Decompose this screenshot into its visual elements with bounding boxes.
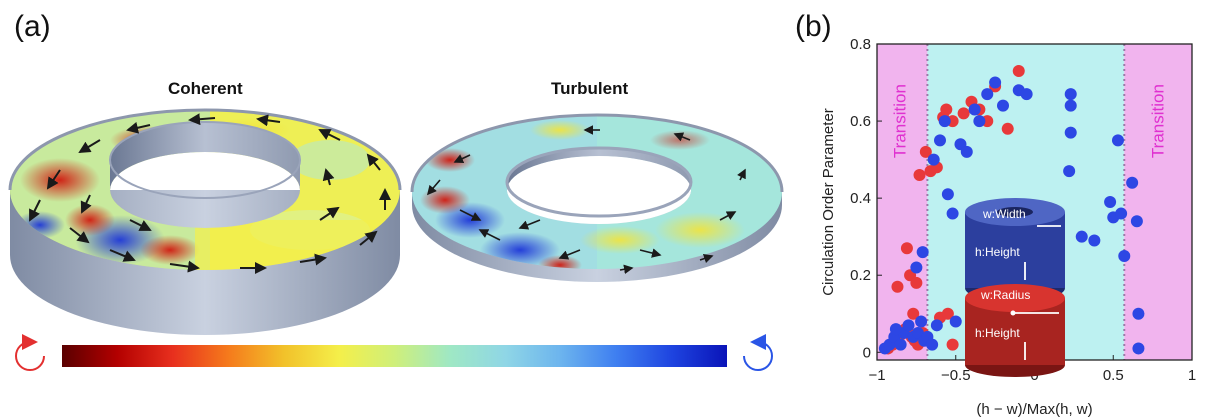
disk-h-label: h:Height bbox=[975, 245, 1020, 259]
data-point-series-1 bbox=[1130, 215, 1143, 228]
cw-rotation-icon bbox=[743, 334, 773, 371]
data-point-series-0 bbox=[1001, 122, 1014, 135]
data-point-series-1 bbox=[949, 315, 962, 328]
data-point-series-1 bbox=[1104, 196, 1117, 208]
panel-a-figure bbox=[8, 108, 784, 371]
data-point-series-1 bbox=[1063, 165, 1076, 178]
ccw-rotation-icon bbox=[15, 334, 45, 371]
data-point-series-0 bbox=[913, 169, 926, 182]
data-point-series-1 bbox=[927, 153, 940, 166]
data-point-series-1 bbox=[941, 188, 954, 201]
data-point-series-0 bbox=[900, 242, 913, 255]
transition-annotation: Transition bbox=[1149, 84, 1168, 158]
data-point-series-1 bbox=[981, 88, 994, 101]
y-tick-label: 0.8 bbox=[850, 36, 871, 53]
data-point-series-1 bbox=[1088, 234, 1101, 247]
data-point-series-1 bbox=[1111, 134, 1124, 147]
panel-b-label: (b) bbox=[795, 10, 832, 43]
data-point-series-1 bbox=[915, 315, 928, 328]
data-point-series-0 bbox=[957, 107, 970, 120]
disk-w-label: w:Width bbox=[982, 207, 1026, 221]
data-point-series-1 bbox=[926, 338, 939, 351]
panel-a-label: (a) bbox=[14, 10, 51, 43]
data-point-series-1 bbox=[1126, 176, 1139, 189]
data-point-series-0 bbox=[891, 280, 904, 293]
cyl-w-label: w:Radius bbox=[980, 288, 1030, 302]
data-point-series-0 bbox=[941, 307, 954, 320]
data-point-series-1 bbox=[910, 261, 923, 274]
data-point-series-1 bbox=[1132, 342, 1145, 355]
data-point-series-1 bbox=[1064, 99, 1077, 112]
data-point-series-1 bbox=[989, 76, 1002, 89]
turbulent-ring bbox=[410, 113, 784, 282]
data-point-series-1 bbox=[1115, 207, 1128, 220]
y-tick-label: 0.6 bbox=[850, 113, 871, 130]
transition-annotation: Transition bbox=[890, 84, 909, 158]
data-point-series-0 bbox=[907, 307, 920, 320]
data-point-series-1 bbox=[889, 323, 902, 336]
data-point-series-1 bbox=[934, 134, 946, 147]
y-tick-label: 0.2 bbox=[850, 267, 871, 284]
coherent-title: Coherent bbox=[168, 79, 243, 98]
x-tick-label: 0.5 bbox=[1103, 367, 1124, 384]
y-axis-label: Circulation Order Parameter bbox=[820, 108, 837, 296]
data-point-series-0 bbox=[1012, 64, 1025, 77]
data-point-series-1 bbox=[930, 319, 943, 332]
data-point-series-1 bbox=[1132, 307, 1145, 320]
inset-cylinder: w:Radius h:Height bbox=[965, 284, 1065, 377]
data-point-series-1 bbox=[1118, 249, 1131, 262]
y-tick-label: 0 bbox=[863, 344, 871, 361]
data-point-series-1 bbox=[946, 207, 959, 220]
cyl-h-label: h:Height bbox=[975, 326, 1020, 340]
data-point-series-0 bbox=[910, 276, 923, 289]
data-point-series-1 bbox=[997, 99, 1009, 112]
region-0 bbox=[877, 44, 928, 360]
scatter-chart: −1−0.500.51 00.20.40.60.8 TransitionTran… bbox=[820, 36, 1196, 418]
region-2 bbox=[1124, 44, 1192, 360]
turbulent-title: Turbulent bbox=[551, 79, 629, 98]
data-point-series-1 bbox=[973, 115, 986, 128]
data-point-series-1 bbox=[894, 338, 907, 351]
data-point-series-1 bbox=[938, 115, 951, 128]
x-tick-label: −1 bbox=[868, 367, 885, 384]
x-tick-label: −0.5 bbox=[941, 367, 971, 384]
x-tick-label: 1 bbox=[1188, 367, 1196, 384]
data-point-series-1 bbox=[1064, 126, 1077, 139]
data-point-series-1 bbox=[1064, 88, 1077, 101]
data-point-series-1 bbox=[902, 319, 915, 332]
data-point-series-1 bbox=[916, 246, 929, 259]
data-point-series-1 bbox=[960, 145, 973, 158]
coherent-ring bbox=[8, 108, 402, 335]
data-point-series-1 bbox=[968, 103, 981, 116]
data-point-series-0 bbox=[919, 145, 932, 158]
data-point-series-0 bbox=[940, 103, 953, 116]
data-point-series-1 bbox=[1075, 230, 1088, 243]
data-point-series-1 bbox=[1020, 88, 1033, 101]
x-axis-label: (h − w)/Max(h, w) bbox=[976, 401, 1092, 418]
y-tick-label: 0.4 bbox=[850, 190, 871, 207]
colorbar bbox=[62, 345, 727, 367]
data-point-series-0 bbox=[946, 338, 959, 351]
